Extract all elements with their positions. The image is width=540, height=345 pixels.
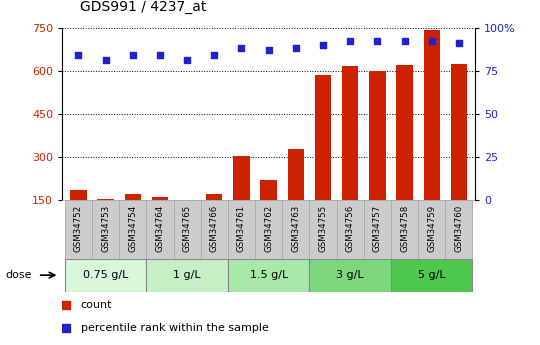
Text: GSM34756: GSM34756 [346, 205, 355, 252]
Bar [364, 200, 391, 259]
Bar [418, 200, 446, 259]
Bar [228, 259, 309, 292]
Bar [423, 30, 440, 243]
Text: GDS991 / 4237_at: GDS991 / 4237_at [80, 0, 206, 14]
Bar [179, 201, 195, 243]
Bar [288, 149, 304, 243]
Point [156, 52, 164, 58]
Bar [152, 197, 168, 243]
Text: dose: dose [5, 270, 32, 280]
Text: GSM34760: GSM34760 [454, 205, 463, 252]
Bar [65, 200, 92, 259]
Text: count: count [80, 300, 112, 310]
Point [292, 46, 300, 51]
Point [400, 39, 409, 44]
Text: GSM34754: GSM34754 [129, 205, 137, 252]
Point [102, 58, 110, 63]
Text: percentile rank within the sample: percentile rank within the sample [80, 323, 268, 333]
Text: 1 g/L: 1 g/L [173, 270, 201, 280]
Point [265, 47, 273, 53]
Bar [70, 190, 86, 243]
Text: GSM34759: GSM34759 [427, 205, 436, 252]
Bar [173, 200, 201, 259]
Bar [65, 259, 146, 292]
Text: GSM34764: GSM34764 [156, 205, 165, 252]
Text: GSM34762: GSM34762 [264, 205, 273, 252]
Text: 5 g/L: 5 g/L [418, 270, 446, 280]
Text: GSM34753: GSM34753 [101, 205, 110, 252]
Bar [309, 259, 391, 292]
Bar [125, 194, 141, 243]
Bar [282, 200, 309, 259]
Point [319, 42, 327, 48]
Bar [336, 200, 364, 259]
Bar [260, 180, 277, 243]
Point [346, 39, 354, 44]
Text: GSM34755: GSM34755 [319, 205, 327, 252]
Bar [92, 200, 119, 259]
Point [129, 52, 137, 58]
Bar [446, 200, 472, 259]
Bar [206, 194, 222, 243]
Point [302, 238, 310, 243]
Text: GSM34752: GSM34752 [74, 205, 83, 252]
Bar [369, 71, 386, 243]
Point [74, 52, 83, 58]
Text: GSM34763: GSM34763 [291, 205, 300, 252]
Text: GSM34761: GSM34761 [237, 205, 246, 252]
Bar [396, 65, 413, 243]
Point [373, 39, 382, 44]
Point [210, 52, 219, 58]
Point [237, 46, 246, 51]
Bar [342, 66, 359, 243]
Text: 3 g/L: 3 g/L [336, 270, 364, 280]
Bar [146, 200, 173, 259]
Text: GSM34766: GSM34766 [210, 205, 219, 252]
Text: 1.5 g/L: 1.5 g/L [249, 270, 288, 280]
Bar [228, 200, 255, 259]
Bar [146, 259, 228, 292]
Point [183, 58, 192, 63]
Bar [391, 259, 472, 292]
Text: GSM34758: GSM34758 [400, 205, 409, 252]
Point [302, 31, 310, 36]
Bar [315, 75, 331, 243]
Text: GSM34757: GSM34757 [373, 205, 382, 252]
Text: GSM34765: GSM34765 [183, 205, 192, 252]
Point [455, 40, 463, 46]
Bar [451, 63, 467, 243]
Bar [233, 156, 249, 243]
Bar [391, 200, 418, 259]
Point [427, 39, 436, 44]
Bar [201, 200, 228, 259]
Bar [255, 200, 282, 259]
Text: 0.75 g/L: 0.75 g/L [83, 270, 129, 280]
Bar [309, 200, 336, 259]
Bar [97, 199, 114, 243]
Bar [119, 200, 146, 259]
